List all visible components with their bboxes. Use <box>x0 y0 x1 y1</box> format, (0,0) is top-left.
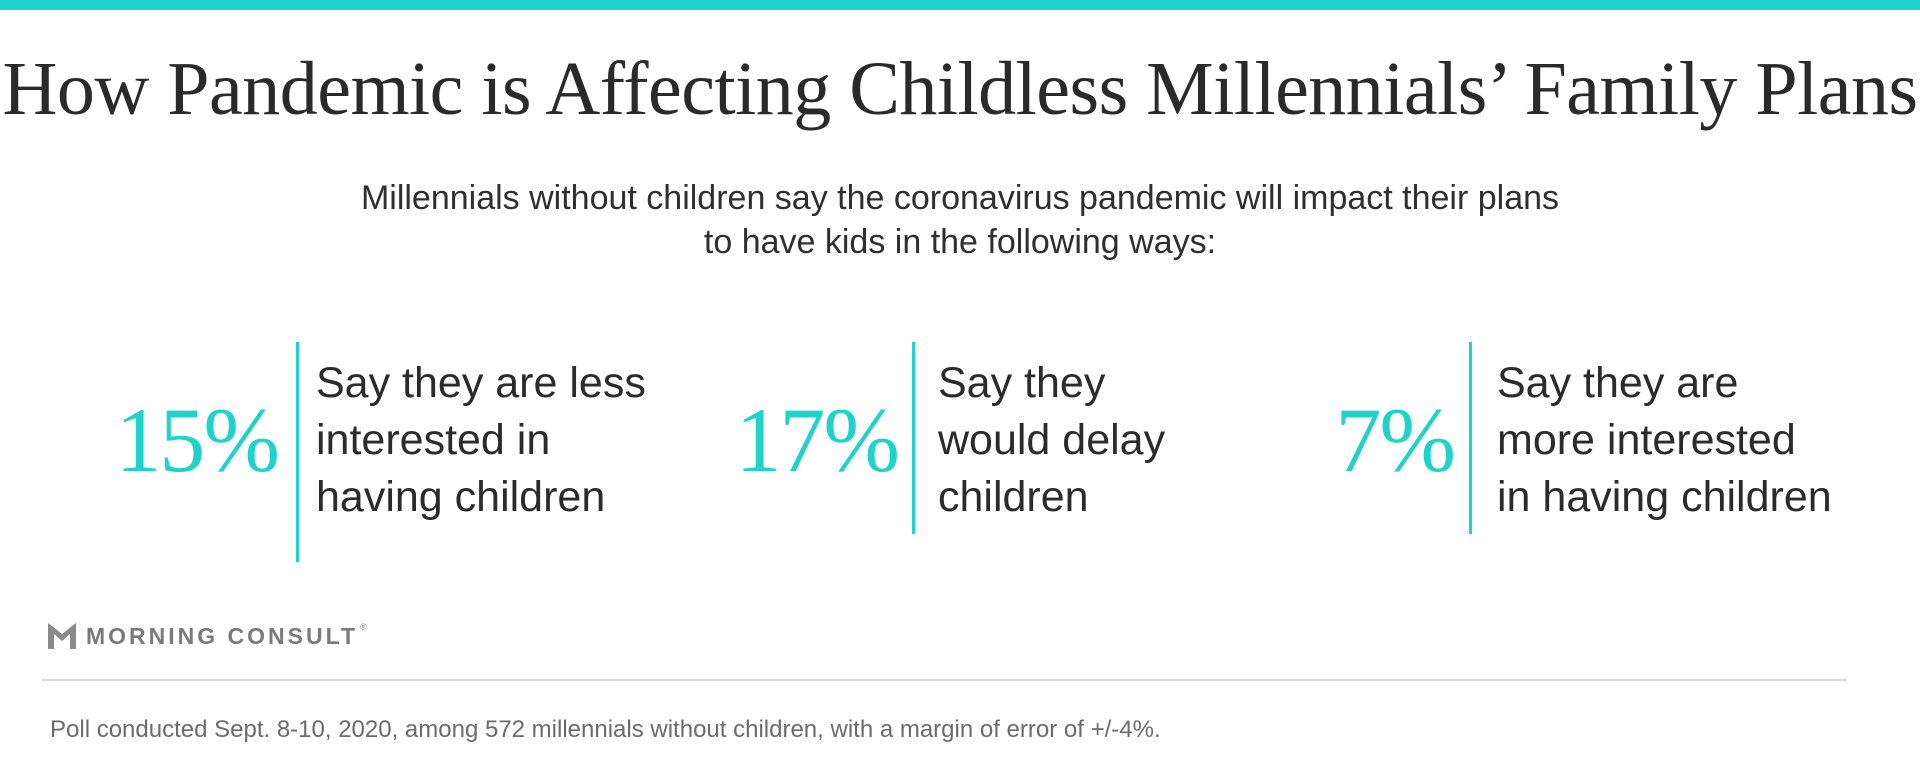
stat-divider <box>1469 342 1472 534</box>
stat-value: 7% <box>1335 389 1456 491</box>
stat-value: 17% <box>735 389 900 491</box>
stat-label: Say they are more interested in having c… <box>1497 359 1832 521</box>
registered-mark: ® <box>360 622 367 632</box>
stat-value: 15% <box>115 389 280 491</box>
top-accent-bar <box>0 0 1920 10</box>
morning-consult-logo-icon <box>48 623 76 649</box>
chart-subtitle: Millennials without children say the cor… <box>360 179 1560 261</box>
stat-divider <box>296 342 299 562</box>
stat-divider <box>912 342 915 534</box>
brand-name: MORNING CONSULT <box>86 622 359 649</box>
brand-logo: MORNING CONSULT ® <box>48 620 367 652</box>
chart-title: How Pandemic is Affecting Childless Mill… <box>2 47 1918 131</box>
footnote: Poll conducted Sept. 8-10, 2020, among 5… <box>50 716 1161 743</box>
stat-label: Say they are less interested in having c… <box>316 359 646 521</box>
stat-label: Say they would delay children <box>938 359 1166 521</box>
footer-divider <box>42 679 1847 681</box>
